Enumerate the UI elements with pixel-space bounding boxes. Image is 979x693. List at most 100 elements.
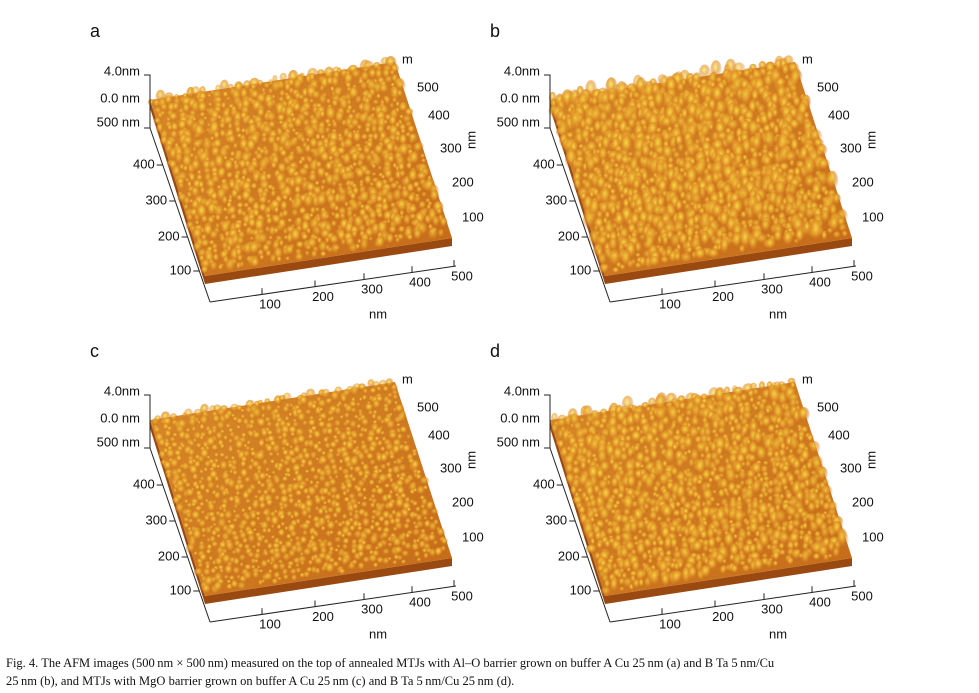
- surface-bump: [333, 212, 342, 222]
- right-tick-label: 100: [462, 529, 484, 544]
- surface-bump: [400, 559, 407, 566]
- surface-bump: [394, 522, 404, 532]
- surface-bump: [271, 470, 277, 476]
- surface-bump: [349, 456, 360, 469]
- surface-bump: [298, 535, 309, 547]
- surface-bump: [329, 530, 335, 536]
- surface-bump: [362, 496, 368, 502]
- left-tick-label: 200: [558, 548, 580, 563]
- surface-bump: [357, 550, 365, 559]
- surface-bump: [421, 191, 428, 199]
- surface-bump: [659, 255, 671, 266]
- surface-bump: [313, 532, 320, 539]
- surface-bump: [305, 244, 313, 252]
- surface-bump: [394, 400, 399, 407]
- surface-bump: [419, 476, 430, 487]
- surface-bump: [318, 455, 329, 468]
- left-axis: [549, 447, 611, 623]
- surface-bump: [317, 240, 329, 256]
- surface-bump: [258, 472, 268, 482]
- surface-bump: [347, 562, 357, 572]
- surface-bump: [270, 161, 278, 171]
- surface-bump: [396, 89, 404, 99]
- surface-bump: [396, 423, 401, 428]
- bottom-tick-label: 100: [659, 617, 681, 632]
- right-tick-label: 200: [452, 494, 474, 509]
- surface-bump: [760, 220, 772, 234]
- surface-bump: [208, 556, 214, 562]
- surface-bump: [236, 202, 245, 211]
- surface-bump: [360, 418, 370, 428]
- surface-bump: [291, 208, 300, 219]
- z-axis: [144, 74, 151, 129]
- surface-bump: [368, 554, 379, 565]
- surface-bump: [223, 510, 234, 522]
- surface-bump: [290, 227, 302, 245]
- surface-bump: [314, 207, 321, 214]
- surface-bump: [304, 409, 313, 417]
- bottom-tick-label: 300: [761, 282, 783, 297]
- surface-bump: [619, 192, 626, 201]
- surface-bump: [329, 441, 339, 450]
- surface-bump: [648, 569, 662, 589]
- surface-bump: [210, 567, 218, 576]
- surface-bump: [350, 407, 358, 415]
- surface-bump: [325, 562, 336, 576]
- surface-bump: [262, 550, 270, 558]
- surface-bump: [326, 507, 335, 515]
- surface-bump: [322, 501, 328, 506]
- surface-bump: [429, 516, 435, 521]
- surface-bump: [423, 552, 430, 561]
- surface-bump: [284, 442, 291, 449]
- right-tick-label: 100: [862, 529, 884, 544]
- surface-bump: [434, 547, 444, 558]
- surface-bump: [324, 161, 334, 174]
- surface-bump: [154, 415, 162, 424]
- surface-bump: [307, 559, 314, 567]
- left-axis: [549, 127, 611, 303]
- bottom-tick-label: 500: [451, 589, 473, 604]
- surface-bump: [380, 446, 386, 453]
- surface-bump: [168, 112, 180, 123]
- surface-bump: [286, 153, 297, 164]
- surface-bump: [375, 487, 386, 498]
- left-tick-label: 400: [533, 476, 555, 491]
- caption-line: Fig. 4. The AFM images (500 nm × 500 nm)…: [6, 656, 775, 670]
- surface-bump: [192, 529, 203, 542]
- surface-bump: [332, 468, 340, 478]
- surface-bump: [388, 454, 396, 461]
- right-tick-label: 400: [828, 427, 850, 442]
- surface-bump: [691, 540, 704, 555]
- surface-bump: [571, 466, 582, 477]
- surface-bump: [647, 397, 657, 409]
- surface-bump: [649, 448, 659, 464]
- surface-bump: [382, 385, 390, 394]
- surface-bump: [382, 548, 391, 557]
- surface-bump: [309, 466, 317, 475]
- bottom-tick-label: 100: [259, 617, 281, 632]
- surface-bump: [236, 581, 247, 592]
- surface-bump: [290, 431, 296, 438]
- surface-bump: [279, 513, 286, 522]
- surface-bump: [265, 467, 271, 473]
- surface-bump: [755, 446, 768, 464]
- surface-bump: [378, 84, 390, 96]
- right-tick-label: 500: [417, 79, 439, 94]
- surface-bump: [385, 419, 396, 432]
- surface-bump: [593, 513, 600, 519]
- surface-bump: [205, 548, 213, 556]
- right-tick-label: 400: [828, 107, 850, 122]
- surface-bump: [767, 495, 774, 504]
- surface-bump: [271, 563, 281, 573]
- surface-bump: [364, 126, 372, 136]
- surface-bump: [263, 82, 271, 90]
- surface-bump: [319, 84, 326, 93]
- surface-bump: [765, 559, 774, 570]
- surface-bump: [265, 173, 273, 182]
- surface-bump: [441, 538, 448, 546]
- bottom-unit: nm: [769, 626, 787, 641]
- surface-bump: [306, 460, 315, 469]
- surface-bump: [224, 564, 234, 577]
- surface-bump: [227, 447, 235, 454]
- surface-bump: [281, 476, 289, 483]
